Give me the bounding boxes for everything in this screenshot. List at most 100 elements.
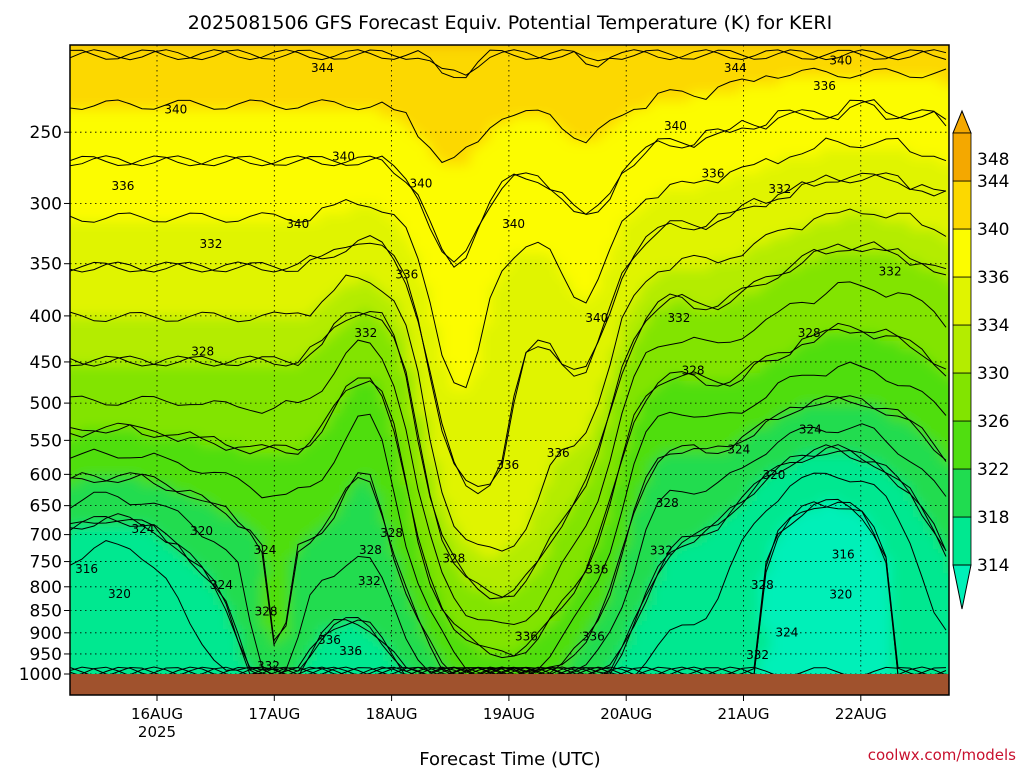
field-cell (400, 197, 411, 206)
field-cell (540, 389, 551, 398)
field-cell (450, 109, 461, 118)
field-cell (490, 381, 501, 390)
field-cell (660, 229, 671, 238)
field-cell (660, 237, 671, 246)
field-cell (360, 85, 371, 94)
field-cell (640, 157, 651, 166)
field-cell (670, 77, 681, 86)
field-cell (800, 277, 811, 286)
field-cell (900, 373, 911, 382)
field-cell (640, 189, 651, 198)
field-cell (900, 453, 911, 462)
field-cell (290, 197, 301, 206)
field-cell (880, 165, 891, 174)
field-cell (100, 405, 111, 414)
field-cell (890, 93, 901, 102)
field-cell (110, 117, 121, 126)
field-cell (810, 157, 821, 166)
field-cell (340, 461, 351, 470)
field-cell (380, 437, 391, 446)
field-cell (90, 69, 101, 78)
field-cell (560, 253, 571, 262)
field-cell (690, 101, 701, 110)
field-cell (450, 213, 461, 222)
field-cell (400, 309, 411, 318)
field-cell (350, 405, 361, 414)
field-cell (880, 389, 891, 398)
field-cell (450, 421, 461, 430)
field-cell (680, 61, 691, 70)
field-cell (80, 381, 91, 390)
field-cell (210, 437, 221, 446)
field-cell (550, 261, 561, 270)
field-cell (90, 437, 101, 446)
field-cell (420, 309, 431, 318)
field-cell (580, 365, 591, 374)
field-cell (680, 397, 691, 406)
field-cell (430, 277, 441, 286)
field-cell (480, 261, 491, 270)
field-cell (480, 245, 491, 254)
field-cell (230, 429, 241, 438)
field-cell (360, 93, 371, 102)
field-cell (520, 125, 531, 134)
field-cell (230, 165, 241, 174)
field-cell (660, 149, 671, 158)
field-cell (90, 309, 101, 318)
field-cell (140, 261, 151, 270)
field-cell (410, 333, 421, 342)
field-cell (950, 85, 961, 94)
field-cell (220, 413, 231, 422)
field-cell (670, 53, 681, 62)
field-cell (250, 157, 261, 166)
field-cell (780, 213, 791, 222)
field-cell (130, 53, 141, 62)
field-cell (750, 237, 761, 246)
field-cell (380, 189, 391, 198)
field-cell (580, 269, 591, 278)
field-cell (590, 85, 601, 94)
field-cell (270, 365, 281, 374)
field-cell (690, 421, 701, 430)
field-cell (750, 301, 761, 310)
field-cell (690, 357, 701, 366)
field-cell (650, 461, 661, 470)
field-cell (260, 53, 271, 62)
field-cell (540, 61, 551, 70)
field-cell (80, 429, 91, 438)
field-cell (140, 429, 151, 438)
field-cell (550, 421, 561, 430)
field-cell (80, 141, 91, 150)
field-cell (510, 333, 521, 342)
field-cell (270, 413, 281, 422)
field-cell (690, 293, 701, 302)
field-cell (730, 381, 741, 390)
field-cell (350, 125, 361, 134)
field-cell (70, 349, 81, 358)
field-cell (920, 333, 931, 342)
field-cell (450, 45, 461, 54)
field-cell (880, 469, 891, 478)
field-cell (230, 69, 241, 78)
field-cell (400, 157, 411, 166)
field-cell (420, 245, 431, 254)
field-cell (850, 317, 861, 326)
field-cell (580, 117, 591, 126)
field-cell (480, 173, 491, 182)
field-cell (630, 309, 641, 318)
field-cell (140, 373, 151, 382)
field-cell (200, 93, 211, 102)
field-cell (260, 101, 271, 110)
field-cell (90, 253, 101, 262)
field-cell (130, 133, 141, 142)
field-cell (540, 469, 551, 478)
field-cell (560, 205, 571, 214)
field-cell (740, 93, 751, 102)
field-cell (270, 341, 281, 350)
field-cell (90, 213, 101, 222)
field-cell (490, 133, 501, 142)
field-cell (670, 157, 681, 166)
field-cell (290, 229, 301, 238)
field-cell (650, 189, 661, 198)
field-cell (750, 149, 761, 158)
